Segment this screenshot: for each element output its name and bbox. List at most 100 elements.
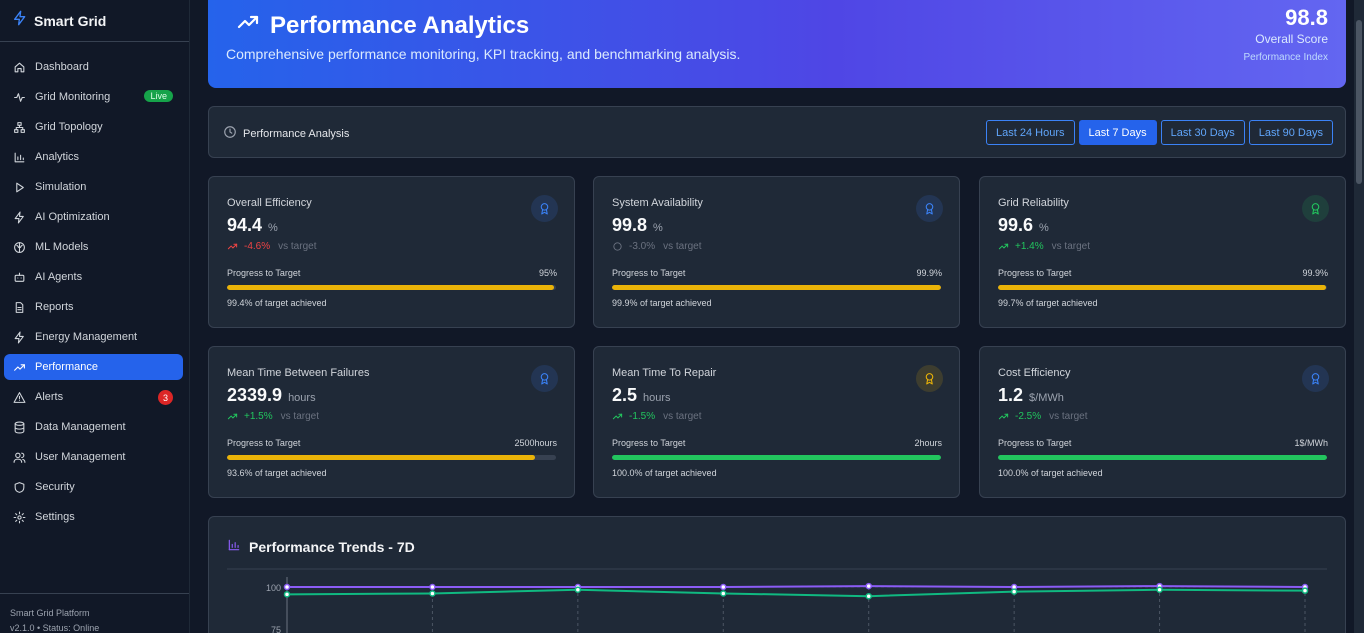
sidebar-item-ml-models[interactable]: ML Models bbox=[4, 234, 183, 260]
range-button-last-30-days[interactable]: Last 30 Days bbox=[1160, 120, 1245, 145]
progress-label: Progress to Target bbox=[227, 268, 301, 278]
progress-target: 95% bbox=[538, 268, 557, 278]
kpi-value: 1.2 bbox=[998, 385, 1024, 405]
award-icon bbox=[916, 365, 943, 392]
sidebar-item-energy-management[interactable]: Energy Management bbox=[4, 324, 183, 350]
page-scrollbar[interactable] bbox=[1354, 0, 1364, 633]
network-icon bbox=[12, 120, 26, 134]
bot-icon bbox=[12, 270, 26, 284]
sidebar-item-label: Grid Monitoring bbox=[35, 91, 111, 103]
main-content: Performance Analytics Comprehensive perf… bbox=[190, 0, 1354, 633]
kpi-trend-vs: vs target bbox=[663, 241, 702, 252]
sidebar-item-settings[interactable]: Settings bbox=[4, 504, 183, 530]
sidebar-item-grid-monitoring[interactable]: Grid Monitoring Live bbox=[4, 84, 183, 110]
sidebar-item-label: Simulation bbox=[35, 181, 87, 193]
award-icon bbox=[916, 195, 943, 222]
neutral-trend-icon bbox=[612, 241, 623, 252]
series-1-point bbox=[429, 590, 436, 597]
sidebar-item-reports[interactable]: Reports bbox=[4, 294, 183, 320]
kpi-trend-vs: vs target bbox=[278, 241, 317, 252]
kpi-title: Overall Efficiency bbox=[227, 197, 312, 209]
kpi-title: Grid Reliability bbox=[998, 197, 1069, 209]
sidebar-footer: Smart Grid Platform v2.1.0 • Status: Onl… bbox=[0, 593, 189, 633]
performance-index-label: Performance Index bbox=[1243, 52, 1329, 63]
sidebar-item-grid-topology[interactable]: Grid Topology bbox=[4, 114, 183, 140]
series-1-point bbox=[1010, 588, 1018, 595]
range-button-last-24-hours[interactable]: Last 24 Hours bbox=[986, 120, 1075, 145]
sidebar-item-label: Performance bbox=[35, 361, 98, 373]
gear-icon bbox=[12, 510, 26, 524]
kpi-value-row: 2339.9 hours bbox=[227, 385, 316, 406]
progress-label: Progress to Target bbox=[998, 438, 1072, 448]
kpi-trend-value: +1.5% bbox=[244, 411, 273, 422]
kpi-value: 2339.9 bbox=[227, 385, 283, 405]
series-0-point bbox=[283, 583, 291, 591]
progress-bar bbox=[998, 455, 1327, 460]
sidebar-item-analytics[interactable]: Analytics bbox=[4, 144, 183, 170]
sidebar-item-data-management[interactable]: Data Management bbox=[4, 414, 183, 440]
range-button-last-7-days[interactable]: Last 7 Days bbox=[1078, 120, 1157, 145]
platform-name: Smart Grid Platform bbox=[10, 608, 90, 618]
overall-score-label: Overall Score bbox=[1255, 32, 1328, 46]
kpi-title: System Availability bbox=[612, 197, 703, 209]
sidebar-item-alerts[interactable]: Alerts 3 bbox=[4, 384, 183, 410]
users-icon bbox=[12, 450, 26, 464]
brand[interactable]: Smart Grid bbox=[0, 0, 189, 42]
series-1-point bbox=[1156, 586, 1163, 594]
kpi-trend: -4.6% vs target bbox=[227, 241, 316, 252]
sidebar-item-performance[interactable]: Performance bbox=[4, 354, 183, 380]
app-name: Smart Grid bbox=[34, 12, 107, 29]
time-range-filter: Performance Analysis Last 24 Hours Last 7… bbox=[208, 106, 1346, 158]
kpi-unit: % bbox=[268, 222, 278, 234]
kpi-trend-vs: vs target bbox=[1049, 411, 1088, 422]
series-1-point bbox=[720, 590, 727, 597]
kpi-value: 94.4 bbox=[227, 215, 263, 235]
range-button-last-90-days[interactable]: Last 90 Days bbox=[1248, 120, 1333, 145]
sidebar-item-label: Data Management bbox=[35, 421, 126, 433]
kpi-value: 99.8 bbox=[612, 215, 648, 235]
sidebar-item-user-management[interactable]: User Management bbox=[4, 444, 183, 470]
progress-bar bbox=[227, 455, 556, 460]
progress-target: 99.9% bbox=[1302, 268, 1328, 278]
sidebar-item-security[interactable]: Security bbox=[4, 474, 183, 500]
sidebar-item-dashboard[interactable]: Dashboard bbox=[4, 54, 183, 80]
progress-bar bbox=[612, 285, 941, 290]
kpi-card-system-availability[interactable]: System Availability 99.8% -3.0% vs target Pr… bbox=[593, 176, 960, 328]
progress-bar-fill bbox=[227, 285, 555, 290]
sidebar-item-ai-optimization[interactable]: AI Optimization bbox=[4, 204, 183, 230]
progress-target: 1$/MWh bbox=[1294, 438, 1328, 448]
scrollbar-thumb[interactable] bbox=[1356, 20, 1362, 184]
overall-score-value: 98.8 bbox=[1285, 5, 1328, 30]
target-achieved: 100.0% of target achieved bbox=[998, 468, 1103, 478]
sidebar-item-label: Analytics bbox=[35, 151, 80, 163]
performance-trends-chart: 100 75 bbox=[227, 568, 1327, 633]
progress-label: Progress to Target bbox=[612, 438, 686, 448]
series-0-point bbox=[720, 583, 727, 591]
kpi-card-grid-reliability[interactable]: Grid Reliability 99.6% +1.4% vs target Progr… bbox=[979, 176, 1346, 328]
activity-icon bbox=[12, 90, 26, 104]
target-achieved: 99.7% of target achieved bbox=[998, 298, 1098, 308]
kpi-card-cost-efficiency[interactable]: Cost Efficiency 1.2 $/MWh -2.5% vs target Pro… bbox=[979, 346, 1346, 498]
sidebar-item-ai-agents[interactable]: AI Agents bbox=[4, 264, 183, 290]
award-icon bbox=[531, 365, 558, 392]
kpi-card-mean-time-between-failures[interactable]: Mean Time Between Failures 2339.9 hours +1.… bbox=[208, 346, 575, 498]
home-icon bbox=[12, 60, 26, 74]
kpi-trend-value: -1.5% bbox=[629, 411, 656, 422]
progress-label: Progress to Target bbox=[227, 438, 301, 448]
page-title-row: Performance Analytics bbox=[226, 10, 529, 41]
kpi-unit: % bbox=[1039, 222, 1049, 234]
bolt-icon bbox=[12, 330, 26, 344]
sidebar-nav: Dashboard Grid Monitoring Live Grid Topolog… bbox=[0, 42, 189, 530]
progress-bar-fill bbox=[998, 455, 1327, 460]
play-icon bbox=[12, 180, 26, 194]
kpi-title: Mean Time To Repair bbox=[612, 367, 717, 379]
kpi-card-overall-efficiency[interactable]: Overall Efficiency 94.4% -4.6% vs target Pro… bbox=[208, 176, 575, 328]
sidebar-item-simulation[interactable]: Simulation bbox=[4, 174, 183, 200]
kpi-trend: +1.4% vs target bbox=[998, 241, 1090, 252]
award-icon bbox=[531, 195, 558, 222]
progress-bar bbox=[612, 455, 941, 460]
kpi-card-mean-time-to-repair[interactable]: Mean Time To Repair 2.5 hours -1.5% vs targe… bbox=[593, 346, 960, 498]
page-subtitle: Comprehensive performance monitoring, KP… bbox=[226, 46, 741, 62]
sidebar-item-label: Security bbox=[35, 481, 75, 493]
file-icon bbox=[12, 300, 26, 314]
